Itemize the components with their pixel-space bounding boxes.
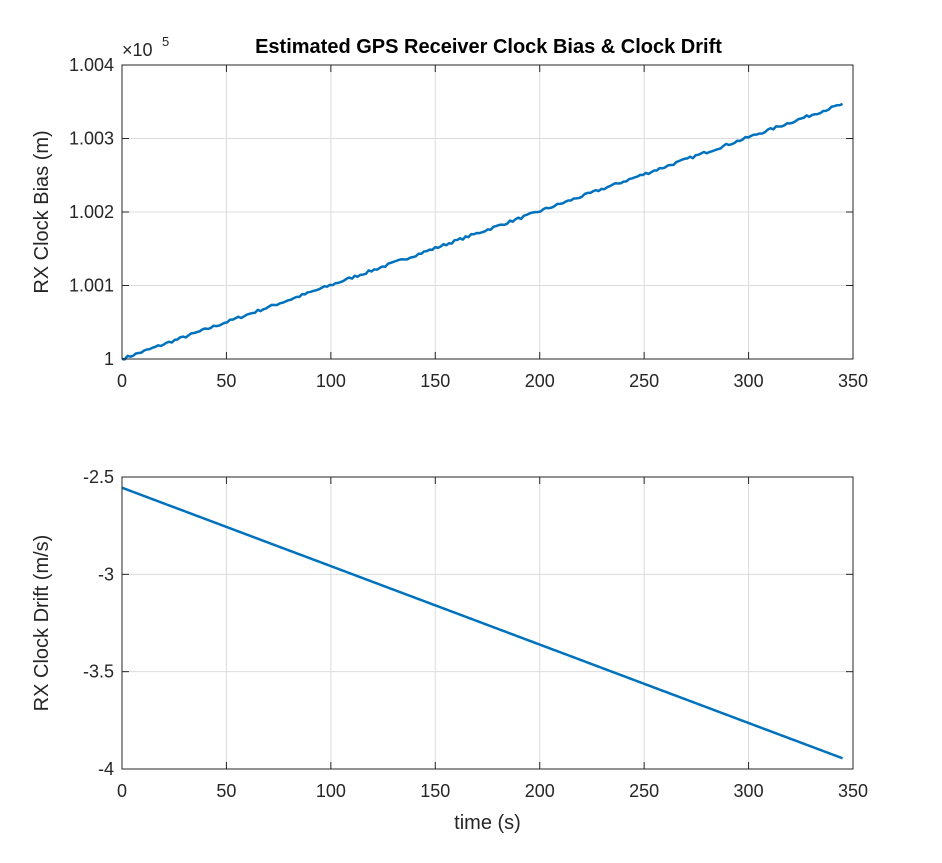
x-tick-label: 250	[629, 781, 659, 801]
x-tick-label: 50	[216, 781, 236, 801]
x-tick-label: 300	[734, 781, 764, 801]
y-tick-label: 1.002	[69, 202, 114, 222]
x-tick-label: 100	[316, 781, 346, 801]
axes-box	[121, 476, 854, 770]
x-tick-label: 50	[216, 371, 236, 391]
clock-bias-subplot: 0 50 100 150 200 250 300 350 1 1.001 1.002 1.003 1.0…	[31, 34, 868, 391]
y-tick-label: -4	[98, 759, 114, 779]
y-exponent-power: 5	[162, 34, 169, 49]
y-tick-label: 1.003	[69, 129, 114, 149]
y-tick-label: -3.5	[83, 662, 114, 682]
x-tick-label: 150	[420, 371, 450, 391]
x-tick-label: 150	[420, 781, 450, 801]
y-exponent-base: ×10	[122, 40, 153, 60]
plot-area	[122, 477, 853, 769]
y-tick-label: 1.001	[69, 276, 114, 296]
y-axis-label: RX Clock Bias (m)	[31, 130, 53, 293]
x-tick-label: 200	[525, 371, 555, 391]
y-axis-label: RX Clock Drift (m/s)	[31, 535, 53, 712]
clock-drift-subplot: 0 50 100 150 200 250 300 350 -2.5 -3 -3.5 -4 RX Cloc…	[31, 467, 868, 834]
series-line	[121, 102, 844, 361]
x-tick-label: 350	[838, 371, 868, 391]
series-line	[121, 486, 843, 760]
x-tick-label: 200	[525, 781, 555, 801]
y-tick-label: 1.004	[69, 55, 114, 75]
x-axis-label: time (s)	[454, 812, 521, 834]
chart-title: Estimated GPS Receiver Clock Bias & Cloc…	[255, 36, 722, 58]
y-tick-label: 1	[104, 349, 114, 369]
x-tick-label: 250	[629, 371, 659, 391]
axes-box	[121, 64, 854, 360]
y-tick-label: -2.5	[83, 467, 114, 487]
y-tick-label: -3	[98, 564, 114, 584]
x-tick-label: 350	[838, 781, 868, 801]
x-tick-label: 0	[117, 781, 127, 801]
x-tick-label: 100	[316, 371, 346, 391]
x-tick-label: 300	[734, 371, 764, 391]
x-tick-label: 0	[117, 371, 127, 391]
